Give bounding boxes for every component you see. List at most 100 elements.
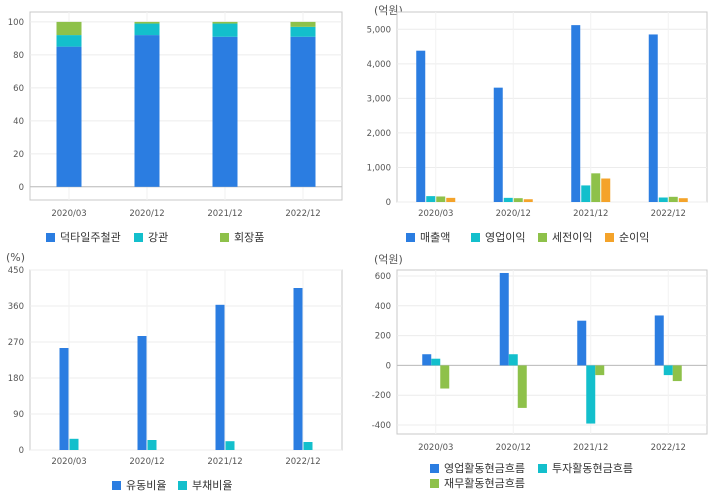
legend-label: 순이익 <box>619 231 650 244</box>
bar <box>446 197 456 202</box>
bar <box>663 365 673 376</box>
y-tick-label: 0 <box>386 198 391 208</box>
legend-item: 영업이익 <box>471 229 525 245</box>
x-tick-label: 2020/03 <box>51 457 86 467</box>
x-tick-label: 2021/12 <box>573 209 608 219</box>
bar <box>134 21 160 24</box>
y-tick-label: 200 <box>375 332 391 342</box>
bar <box>654 315 664 366</box>
chart-ownership-svg: 0 20 40 60 80 100 2020/03 2020/12 2021/12 2022/12 <box>8 11 343 219</box>
y-tick-label: 600 <box>375 272 391 282</box>
bar <box>293 288 303 450</box>
legend-item: 세전이익 <box>538 229 592 245</box>
chart-income-svg: 0 1,000 2,000 3,000 4,000 5,000 2020/03 2020/12… <box>367 11 708 219</box>
x-tick-label: 2020/12 <box>496 209 531 219</box>
legend-item: 영업활동현금흐름 <box>430 460 525 476</box>
legend-swatch <box>406 233 415 242</box>
x-tick-label: 2020/12 <box>129 209 164 219</box>
bar <box>523 199 533 202</box>
x-tick-label: 2021/12 <box>207 457 242 467</box>
x-tick-label: 2020/03 <box>418 443 453 453</box>
y-tick-label: 2,000 <box>367 129 391 139</box>
legend-label: 회장품 <box>234 231 265 244</box>
y-tick-label: 40 <box>13 117 24 127</box>
y-tick-label: 1,000 <box>367 163 391 173</box>
chart-ratios-svg: 0 90 180 270 360 450 2020/03 2020/12 2021/12 2022… <box>8 266 343 467</box>
y-tick-label: 100 <box>8 18 24 28</box>
bar <box>431 358 441 366</box>
legend-label: 유동비율 <box>126 479 167 492</box>
legend-swatch <box>112 481 121 490</box>
bar <box>513 198 523 202</box>
bar <box>215 304 225 450</box>
bar <box>672 365 682 382</box>
chart-panel-ratios: (%) 0 90 180 270 360 450 2020/03 2020/12 2021/12… <box>0 248 360 496</box>
y-tick-label: 360 <box>8 302 24 312</box>
y-tick-label: 90 <box>13 410 24 420</box>
legend-label: 영업이익 <box>485 231 526 244</box>
legend-item: 부채비율 <box>178 477 232 493</box>
y-tick-label: 80 <box>13 51 24 61</box>
x-tick-label: 2020/12 <box>496 443 531 453</box>
y-tick-label: 450 <box>8 266 24 276</box>
x-tick-label: 2021/12 <box>573 443 608 453</box>
legend-swatch <box>538 233 547 242</box>
x-tick-label: 2022/12 <box>285 457 320 467</box>
bar <box>134 35 160 187</box>
unit-label: (%) <box>6 251 26 264</box>
legend-ownership: 덕타일주철관 강관 회장품 <box>0 229 360 245</box>
y-tick-label: 180 <box>8 374 24 384</box>
bar <box>225 441 235 450</box>
unit-label: (억원) <box>374 4 403 17</box>
plot-frame <box>29 269 343 451</box>
legend-swatch <box>134 233 143 242</box>
legend-swatch <box>220 233 229 242</box>
bar <box>303 442 313 450</box>
legend-swatch <box>178 481 187 490</box>
bar <box>586 365 596 424</box>
legend-item: 투자활동현금흐름 <box>538 460 633 476</box>
legend-swatch <box>471 233 480 242</box>
bar <box>648 34 658 202</box>
y-tick-label: -200 <box>372 391 391 401</box>
bar <box>436 196 446 202</box>
bar <box>499 272 509 366</box>
legend-label: 투자활동현금흐름 <box>552 462 633 475</box>
bar <box>591 173 601 202</box>
bar <box>56 35 82 47</box>
legend-label: 세전이익 <box>552 231 593 244</box>
bar <box>668 196 678 202</box>
legend-cashflow: 영업활동현금흐름 투자활동현금흐름 재무활동현금흐름 <box>360 460 720 492</box>
bar <box>517 365 527 408</box>
legend-income: 매출액 영업이익 세전이익 순이익 <box>360 229 720 245</box>
bar <box>571 25 581 202</box>
bar <box>56 46 82 187</box>
bar <box>595 365 605 376</box>
x-tick-label: 2020/03 <box>51 209 86 219</box>
bar <box>577 320 587 366</box>
bar <box>658 197 668 202</box>
y-tick-label: 400 <box>375 302 391 312</box>
y-tick-label: 0 <box>386 361 391 371</box>
chart-panel-ownership: 0 20 40 60 80 100 2020/03 2020/12 2021/12 2022/12… <box>0 0 360 248</box>
bar <box>212 21 238 24</box>
bar <box>290 21 316 27</box>
y-tick-label: 60 <box>13 84 24 94</box>
plot-frame <box>29 11 343 201</box>
plot-frame <box>396 11 708 203</box>
legend-ratios: 유동비율 부채비율 <box>0 477 360 493</box>
chart-panel-income: (억원) 0 1,000 2,000 3,000 4,000 5,000 2020/03 20… <box>360 0 720 248</box>
legend-swatch <box>430 479 439 488</box>
y-tick-label: -400 <box>372 421 391 431</box>
legend-item: 회장품 <box>220 229 264 245</box>
y-tick-label: 0 <box>19 446 24 456</box>
legend-label: 영업활동현금흐름 <box>444 462 525 475</box>
legend-swatch <box>430 464 439 473</box>
bar <box>426 196 436 202</box>
bar <box>137 336 147 450</box>
legend-swatch <box>605 233 614 242</box>
bar <box>134 23 160 36</box>
bar <box>212 23 238 37</box>
bar <box>678 198 688 202</box>
chart-panel-cashflow: (억원) -400 -200 0 200 400 600 2020/03 2020/12 202… <box>360 248 720 496</box>
